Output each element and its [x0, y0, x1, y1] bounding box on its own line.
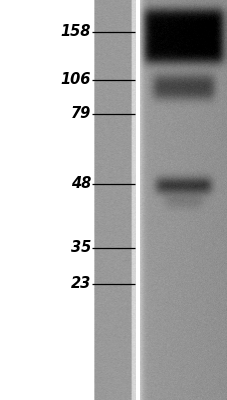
Text: 23: 23 [71, 276, 91, 292]
Text: 79: 79 [71, 106, 91, 122]
Bar [135, 0, 139, 400]
Text: 158: 158 [61, 24, 91, 40]
Bar [0, 0, 94, 400]
Text: 48: 48 [71, 176, 91, 192]
Text: 35: 35 [71, 240, 91, 256]
Text: 106: 106 [61, 72, 91, 88]
